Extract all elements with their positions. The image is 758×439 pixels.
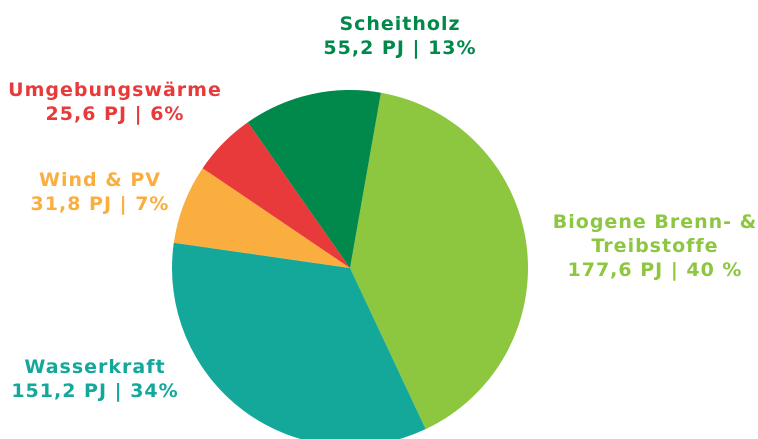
- slice-label: Wind & PV 31,8 PJ | 7%: [15, 168, 185, 216]
- value-label: 25,6 PJ | 6%: [45, 103, 185, 125]
- value-label: 55,2 PJ | 13%: [323, 37, 477, 59]
- slice-label: Biogene Brenn- & Treibstoffe 177,6 PJ | 4…: [550, 210, 758, 282]
- value-label: 177,6 PJ | 40 %: [567, 259, 743, 281]
- pie-slice: [202, 122, 350, 268]
- category-label: Biogene Brenn- & Treibstoffe: [552, 211, 758, 257]
- value-label: 31,8 PJ | 7%: [30, 193, 170, 215]
- pie-slice: [173, 168, 350, 268]
- category-label: Wasserkraft: [24, 356, 166, 378]
- pie-slice: [172, 242, 426, 439]
- slice-label: Wasserkraft 151,2 PJ | 34%: [5, 355, 185, 403]
- slice-label: Scheitholz 55,2 PJ | 13%: [300, 12, 500, 60]
- category-label: Umgebungswärme: [8, 79, 222, 101]
- value-label: 151,2 PJ | 34%: [11, 380, 179, 402]
- category-label: Wind & PV: [38, 169, 162, 191]
- pie-slice: [350, 92, 528, 430]
- category-label: Scheitholz: [339, 13, 461, 35]
- pie-slice: [247, 90, 381, 269]
- slice-label: Umgebungswärme 25,6 PJ | 6%: [0, 78, 230, 126]
